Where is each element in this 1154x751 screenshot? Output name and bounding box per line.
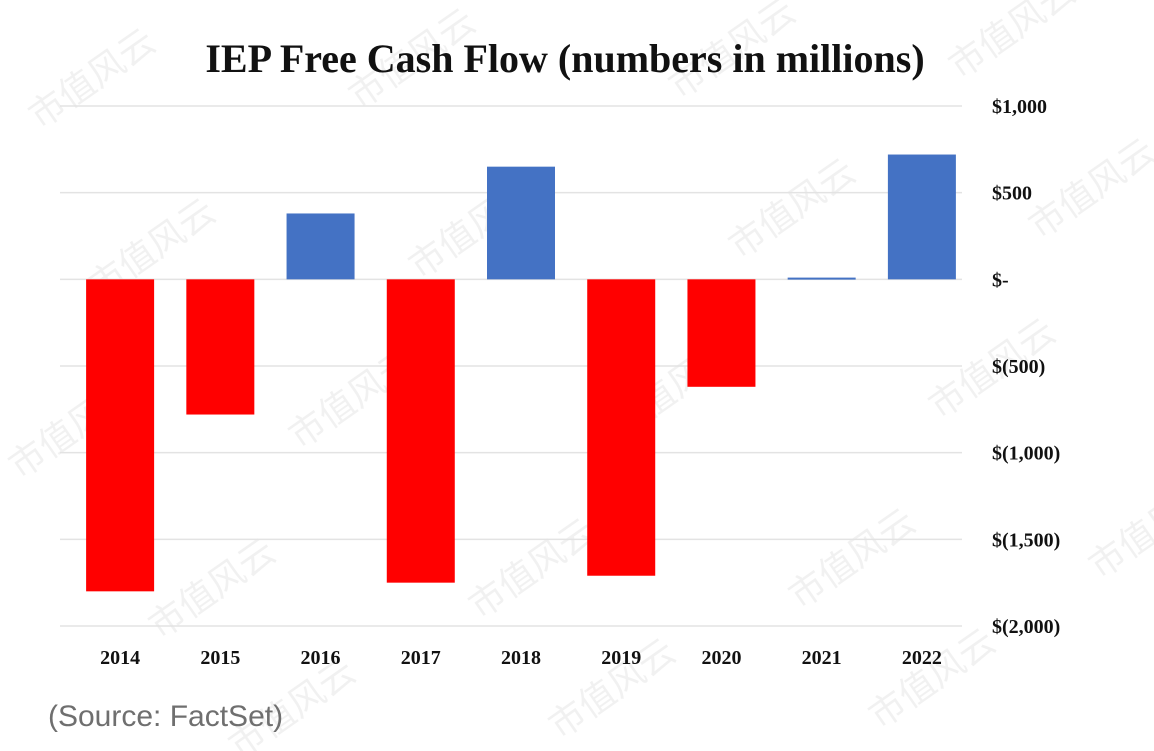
- x-tick-label: 2022: [902, 647, 942, 669]
- watermark-text: 市值风云: [722, 151, 863, 267]
- x-axis-ticks: 2014 2015 2016 2017 2018 2019 2020 2021 2022: [100, 647, 942, 669]
- y-tick-label: $-: [992, 269, 1009, 291]
- watermark-text: 市值风云: [942, 0, 1083, 87]
- y-axis-ticks: $1,000 $500 $- $(500) $(1,000) $(1,500) $(2,00…: [992, 96, 1060, 638]
- bar-2016: [286, 213, 355, 280]
- y-tick-label: $1,000: [992, 96, 1047, 118]
- x-tick-label: 2021: [802, 647, 842, 669]
- watermark-text: 市值风云: [1022, 131, 1154, 247]
- x-tick-label: 2014: [100, 647, 140, 669]
- x-tick-label: 2018: [501, 647, 541, 669]
- bar-2019: [587, 279, 656, 576]
- watermark-text: 市值风云: [142, 531, 283, 647]
- bar-2014: [86, 279, 155, 592]
- bar-2022: [887, 154, 956, 280]
- watermark-text: 市值风云: [462, 511, 603, 627]
- bar-2021: [787, 277, 856, 280]
- x-tick-label: 2015: [200, 647, 240, 669]
- y-tick-label: $(2,000): [992, 616, 1060, 638]
- bar-2018: [487, 166, 555, 280]
- y-tick-label: $500: [992, 183, 1032, 205]
- watermark-text: 市值风云: [1082, 471, 1154, 587]
- y-tick-label: $(1,000): [992, 443, 1060, 465]
- bar-2015: [186, 279, 255, 415]
- x-tick-label: 2019: [601, 647, 641, 669]
- watermark-text: 市值风云: [22, 21, 163, 137]
- bar-2017: [386, 279, 455, 583]
- chart-title: IEP Free Cash Flow (numbers in millions): [205, 36, 924, 81]
- bar-2020: [687, 279, 756, 387]
- y-tick-label: $(500): [992, 356, 1045, 378]
- bars: [86, 154, 956, 592]
- x-tick-label: 2017: [401, 647, 441, 669]
- x-tick-label: 2016: [301, 647, 341, 669]
- x-tick-label: 2020: [701, 647, 741, 669]
- watermark-text: 市值风云: [782, 501, 923, 617]
- watermark-text: 市值风云: [862, 621, 1003, 737]
- y-tick-label: $(1,500): [992, 529, 1060, 551]
- source-note: (Source: FactSet): [48, 700, 284, 733]
